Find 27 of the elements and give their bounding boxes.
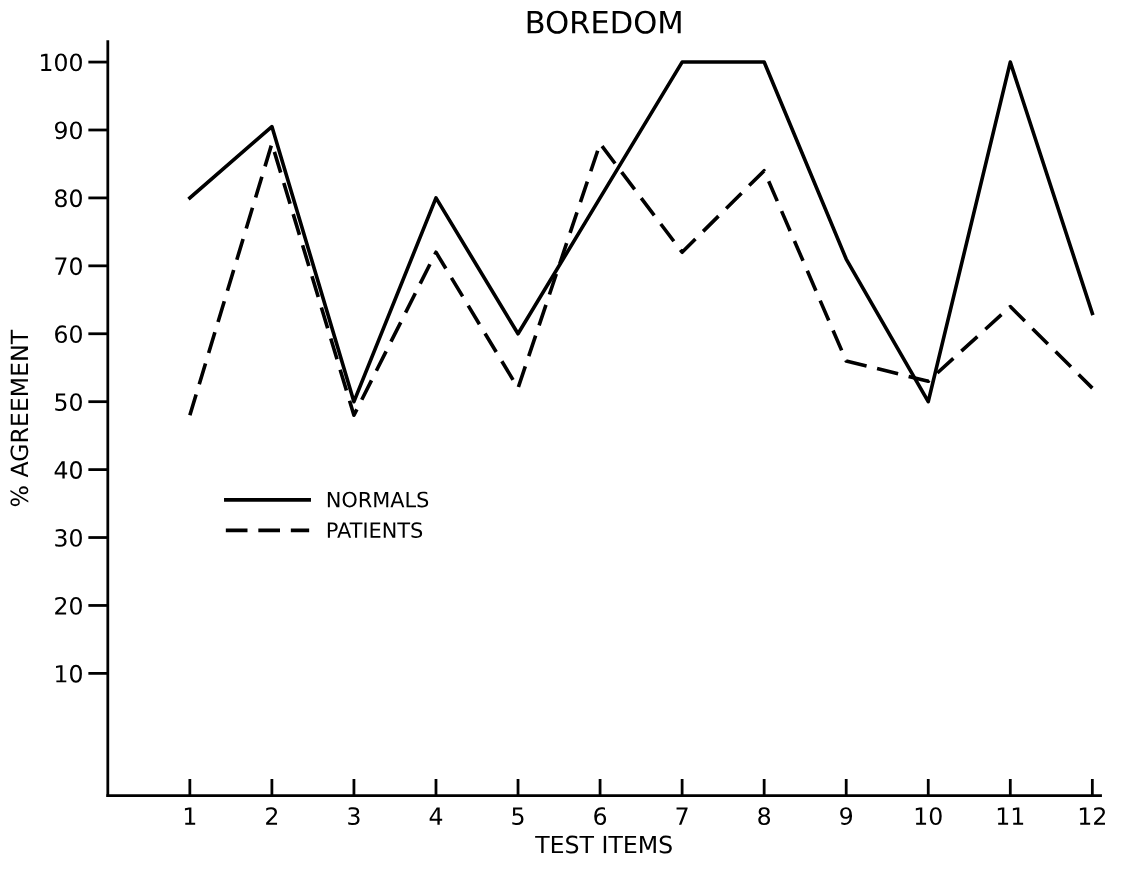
x-axis-title: TEST ITEMS: [535, 835, 672, 854]
x-tick-label: 11: [997, 807, 1024, 825]
x-tick-label: 8: [758, 807, 771, 826]
x-tick-label: 2: [266, 807, 278, 825]
x-tick-label: 7: [676, 807, 688, 825]
x-tick-label: 5: [512, 807, 524, 826]
y-tick-label: 100: [41, 53, 82, 72]
y-tick-label: 80: [55, 189, 82, 208]
y-axis-title: % AGREEMENT: [10, 329, 29, 507]
y-tick-label: 40: [54, 461, 82, 479]
x-tick-label: 10: [915, 807, 942, 826]
legend-label: NORMALS: [327, 491, 429, 508]
x-tick-label: 6: [594, 807, 607, 826]
legend-label: PATIENTS: [327, 522, 423, 539]
y-tick-label: 50: [55, 393, 82, 411]
x-tick-label: 1: [184, 807, 196, 825]
y-tick-label: 20: [55, 596, 82, 615]
x-tick-label: 9: [840, 807, 853, 826]
x-tick-label: 12: [1079, 807, 1105, 825]
x-tick-label: 3: [348, 807, 360, 826]
chart-title: BOREDOM: [527, 10, 681, 34]
y-tick-label: 10: [56, 664, 82, 683]
x-tick-label: 4: [429, 807, 443, 825]
y-tick-label: 60: [55, 325, 82, 344]
y-tick-label: 70: [55, 257, 82, 276]
y-tick-label: 90: [54, 121, 82, 140]
y-tick-label: 30: [55, 528, 82, 547]
